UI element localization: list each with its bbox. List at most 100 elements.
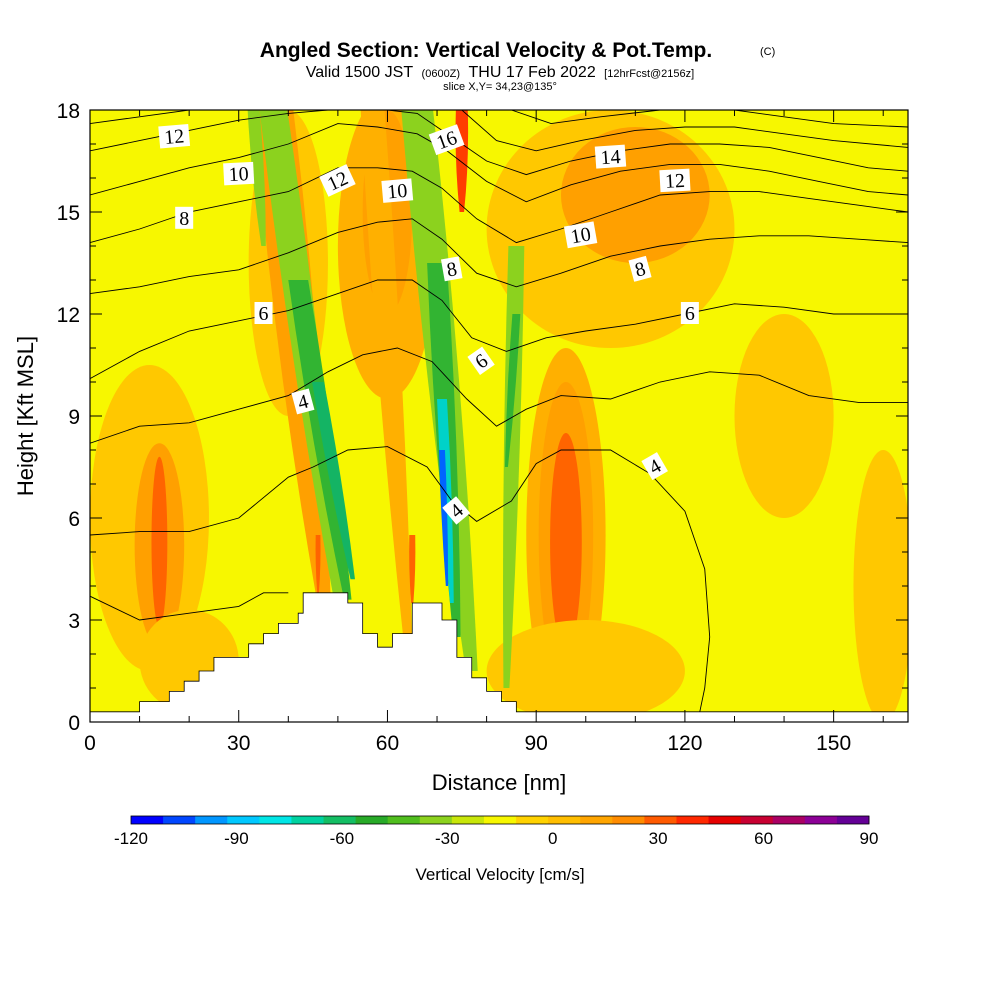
contour-label: 8 (628, 255, 652, 282)
theta-contour (90, 446, 711, 712)
x-tick-label: 150 (816, 732, 851, 755)
contour-label-box (594, 144, 627, 169)
y-tick-label: 12 (57, 304, 80, 327)
velocity-region (151, 456, 168, 627)
colorbar-swatch (291, 816, 324, 824)
colorbar-tick-label: -30 (435, 829, 460, 848)
y-tick-label: 15 (57, 202, 80, 225)
contour-label: 8 (175, 206, 194, 230)
velocity-region (550, 433, 582, 651)
colorbar-tick-label: -120 (114, 829, 148, 848)
theta-contour (90, 110, 190, 125)
contour-label: 12 (659, 168, 691, 193)
contour-label-box (428, 124, 465, 156)
colorbar-swatch (644, 816, 677, 824)
theta-contour (90, 110, 329, 152)
y-tick-label: 9 (68, 406, 80, 429)
velocity-band (253, 110, 331, 593)
colorbar-swatch (259, 816, 292, 824)
colorbar-tick-label: 0 (548, 829, 557, 848)
contour-label-text: 10 (228, 163, 249, 186)
x-axis: 0 30 60 90 120 150 (84, 110, 884, 755)
velocity-region (853, 450, 908, 722)
contour-label-text: 14 (600, 146, 621, 169)
colorbar-swatch (227, 816, 260, 824)
valid-date: THU 17 Feb 2022 (469, 64, 596, 81)
copyright-mark: (C) (760, 46, 775, 58)
contour-label-box (641, 452, 668, 481)
velocity-band (504, 314, 521, 467)
x-tick-label: 0 (84, 732, 96, 755)
theta-contour (90, 279, 908, 379)
valid-line: Valid 1500 JST (0600Z) THU 17 Feb 2022 [… (306, 64, 694, 81)
colorbar-swatch (451, 816, 485, 824)
theta-contour (90, 347, 908, 444)
colorbar-swatch (804, 816, 838, 824)
velocity-band (439, 450, 449, 586)
theta-contour (734, 110, 908, 128)
contour-label: 6 (467, 346, 495, 375)
x-tick-label: 90 (525, 732, 548, 755)
colorbar-swatch (580, 816, 613, 824)
velocity-bands (247, 110, 525, 688)
contour-label-text: 10 (569, 223, 593, 248)
colorbar-tick-label: 60 (754, 829, 773, 848)
contour-label-box (175, 206, 194, 229)
colorbar-swatch (836, 816, 870, 824)
theta-contour (90, 123, 908, 203)
contour-label: 10 (223, 161, 255, 186)
colorbar-swatch (612, 816, 645, 824)
contour-label: 6 (254, 302, 273, 325)
colorbar: -120 -90 -60 -30 0 30 60 90 (114, 815, 879, 848)
contour-label-text: 8 (179, 208, 189, 230)
contour-label: 10 (381, 178, 414, 203)
colorbar-swatch (163, 816, 196, 824)
colorbar-swatch (355, 816, 389, 824)
contour-label-box (659, 168, 691, 193)
colorbar-frame (130, 815, 870, 825)
contour-label: 10 (563, 221, 598, 248)
y-tick-label: 3 (68, 610, 80, 633)
velocity-band (503, 246, 525, 688)
velocity-band (247, 110, 266, 246)
colorbar-tick-label: -90 (224, 829, 249, 848)
contour-label-box (628, 255, 652, 282)
y-tick-label: 0 (68, 712, 80, 735)
slice-info: slice X,Y= 34,23@135° (443, 81, 557, 93)
colorbar-title: Vertical Velocity [cm/s] (415, 865, 584, 884)
terrain-mask (90, 592, 908, 722)
contour-label: 4 (291, 388, 315, 415)
y-tick-label: 6 (68, 508, 80, 531)
velocity-region (486, 620, 685, 722)
utc-time: (0600Z) (422, 68, 461, 80)
y-axis: 0 3 6 9 12 15 18 (57, 100, 908, 735)
contour-label-text: 12 (664, 170, 685, 193)
velocity-band (312, 382, 355, 580)
valid-time: Valid 1500 JST (306, 64, 414, 81)
colorbar-swatch (516, 816, 549, 824)
contour-label-box (680, 302, 699, 324)
colorbar-tick-label: 90 (860, 829, 879, 848)
colorbar-swatch (548, 816, 581, 824)
chart-title: Angled Section: Vertical Velocity & Pot.… (260, 39, 712, 62)
colorbar-swatch (708, 816, 742, 824)
colorbar-swatch (195, 816, 228, 824)
colorbar-swatch (131, 816, 164, 824)
contour-label-box (291, 388, 315, 415)
contour-label-box (158, 123, 191, 149)
velocity-region (734, 314, 834, 518)
colorbar-swatch (419, 816, 453, 824)
contour-label: 8 (440, 256, 463, 282)
contour-label-box (381, 178, 414, 203)
contour-label-box (223, 161, 255, 186)
velocity-band (360, 110, 412, 634)
colorbar-swatch (676, 816, 709, 824)
theta-contour (90, 218, 908, 295)
forecast-info: [12hrFcst@2156z] (604, 68, 694, 80)
x-axis-title: Distance [nm] (432, 770, 567, 795)
x-tick-label: 120 (667, 732, 702, 755)
contour-label: 12 (158, 123, 191, 149)
